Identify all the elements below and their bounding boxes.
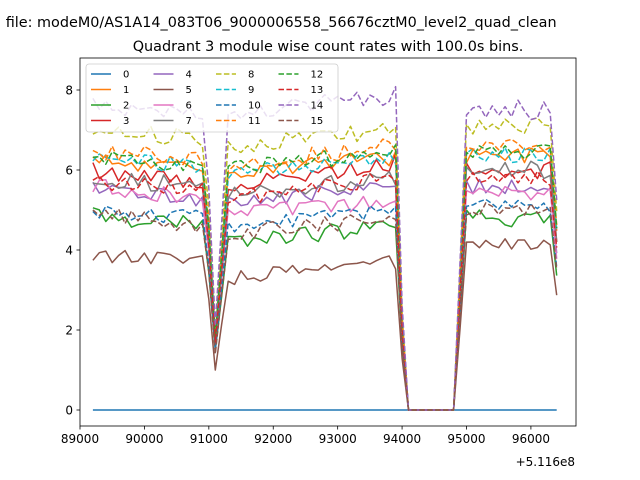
x-tick-label: 96000	[512, 432, 550, 446]
legend-label-10: 10	[248, 101, 261, 112]
x-tick-label: 95000	[447, 432, 485, 446]
x-tick-label: 92000	[254, 432, 292, 446]
series-line-11	[92, 138, 558, 411]
axes-frame	[79, 57, 577, 427]
legend-label-13: 13	[311, 85, 324, 96]
series-line-15	[92, 202, 558, 411]
series-line-3	[92, 153, 558, 411]
legend-box	[85, 63, 339, 133]
figure-supertitle: n file: modeM0/AS1A14_083T06_9000006558_…	[0, 15, 557, 31]
x-tick-label: 93000	[319, 432, 357, 446]
axes: 89000 90000 91000 92000 93000 94000 95000 96000…	[61, 57, 577, 446]
legend-label-11: 11	[248, 116, 261, 127]
legend-label-15: 15	[311, 116, 324, 127]
legend-label-2: 2	[123, 101, 129, 112]
legend-label-8: 8	[248, 70, 254, 81]
y-tick-label: 8	[65, 84, 73, 98]
x-tick-label: 94000	[383, 432, 421, 446]
x-tick-label: 91000	[190, 432, 228, 446]
series-line-2	[92, 207, 558, 411]
legend-label-9: 9	[248, 85, 254, 96]
y-tick-label: 0	[65, 404, 73, 418]
legend-label-1: 1	[123, 85, 129, 96]
y-tick-label: 6	[65, 164, 73, 178]
legend-label-6: 6	[186, 101, 192, 112]
legend-label-4: 4	[186, 70, 192, 81]
series-line-12	[92, 144, 558, 411]
x-tick-label: 90000	[125, 432, 163, 446]
y-tick-label: 2	[65, 324, 73, 338]
x-axis-offset-label: +5.116e8	[516, 455, 575, 469]
legend-label-0: 0	[123, 70, 129, 81]
series-line-7	[92, 160, 558, 411]
chart-title: Quadrant 3 module wise count rates with …	[133, 39, 524, 55]
legend-label-3: 3	[123, 116, 129, 127]
series-line-13	[92, 170, 558, 411]
series-line-6	[92, 179, 558, 411]
series-line-5	[92, 238, 558, 411]
series-line-8	[92, 117, 558, 411]
y-tick-label: 4	[65, 244, 73, 258]
series-line-10	[92, 198, 558, 411]
legend-label-5: 5	[186, 85, 192, 96]
legend-label-14: 14	[311, 101, 324, 112]
legend-label-12: 12	[311, 70, 324, 81]
x-tick-label: 89000	[61, 432, 99, 446]
legend-label-7: 7	[186, 116, 192, 127]
series-line-9	[92, 147, 558, 411]
